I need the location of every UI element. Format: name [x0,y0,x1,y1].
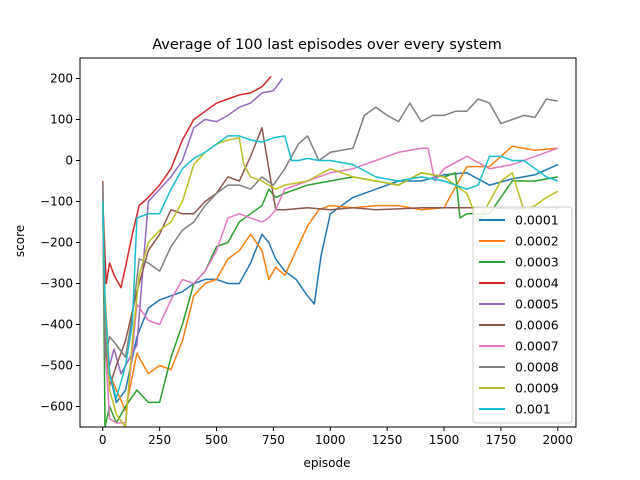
y-tick-label: 100 [50,113,73,127]
series-line-10 [102,135,559,400]
series-line-9 [102,137,559,427]
y-tick-label: 0 [65,154,73,168]
y-axis-label: score [13,225,27,257]
x-tick-label: 1750 [486,433,517,447]
series-group [102,75,559,427]
legend-label: 0.0005 [515,297,559,312]
series-line-3 [102,172,558,427]
y-tick-label: −300 [40,277,73,291]
legend: 0.0001 0.0002 0.0003 0.0004 0.0005 0.0006 0.00… [472,206,573,424]
legend-label: 0.0001 [515,213,559,228]
legend-label: 0.0008 [515,360,559,375]
x-tick-label: 1250 [372,433,403,447]
y-tick-label: −400 [40,318,73,332]
axes-group: 0 250 500 750 1000 1250 1500 1750 2000−600−500−4… [40,72,573,448]
series-line-5 [102,78,284,375]
y-tick-label: −200 [40,236,73,250]
legend-label: 0.0007 [515,339,559,354]
y-tick-label: −500 [40,359,73,373]
x-tick-label: 0 [99,433,107,447]
y-tick-label: −600 [40,400,73,414]
y-tick-label: −100 [40,195,73,209]
y-tick-label: 200 [50,72,73,86]
series-line-8 [102,98,558,359]
legend-label: 0.0009 [515,381,559,396]
legend-label: 0.0003 [515,255,559,270]
chart-title: Average of 100 last episodes over every … [152,37,502,53]
legend-label: 0.001 [515,402,551,417]
series-line-4 [102,75,272,289]
x-axis-label: episode [304,456,351,470]
x-tick-label: 750 [262,433,285,447]
legend-label: 0.0002 [515,234,559,249]
x-tick-label: 1000 [315,433,346,447]
legend-label: 0.0004 [515,276,559,291]
series-line-7 [102,147,559,424]
x-tick-label: 250 [148,433,171,447]
legend-label: 0.0006 [515,318,559,333]
x-tick-label: 2000 [543,433,574,447]
series-line-2 [102,145,558,412]
x-tick-label: 1500 [429,433,460,447]
x-tick-label: 500 [205,433,228,447]
